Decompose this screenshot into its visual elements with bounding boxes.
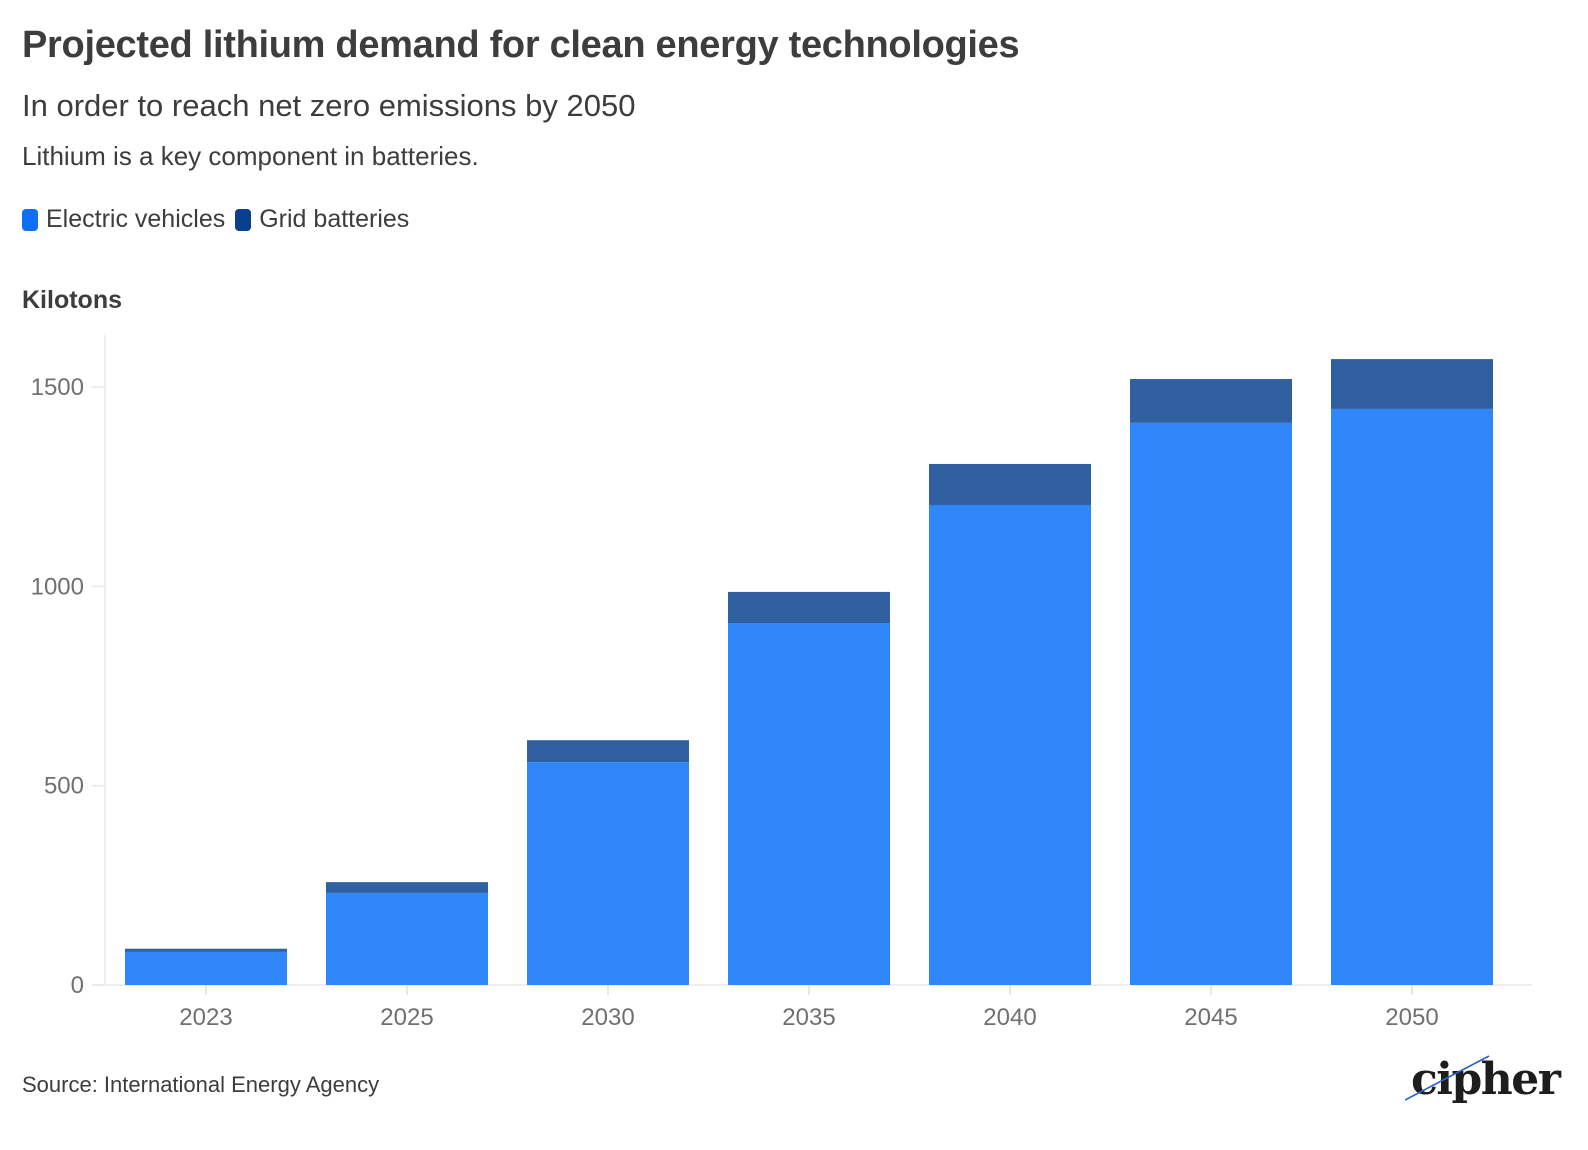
y-tick-label: 500 [44,773,84,800]
bar-electric-vehicles-2023 [125,951,287,985]
bar-grid-batteries-2025 [326,882,488,893]
chart-subtitle: In order to reach net zero emissions by … [22,88,636,123]
legend-item-electric-vehicles: Electric vehicles [22,205,225,234]
y-tick-label: 1000 [31,573,84,600]
x-tick-label: 2040 [983,1004,1036,1031]
x-tick-label: 2045 [1184,1004,1237,1031]
logo-slash-icon [1405,1055,1490,1101]
cipher-logo: cipher [1405,1052,1561,1116]
legend: Electric vehicles Grid batteries [22,205,419,234]
y-tick-label: 1500 [31,374,84,401]
x-tick-label: 2025 [380,1004,433,1031]
bar-electric-vehicles-2050 [1331,408,1493,986]
legend-label: Grid batteries [259,205,410,233]
legend-swatch-electric-vehicles [22,208,38,231]
bar-grid-batteries-2030 [527,740,689,763]
bar-grid-batteries-2050 [1331,359,1493,409]
x-tick-label: 2035 [782,1004,835,1031]
bar-chart: 2023 2025 2030 2035 2040 2045 2050 0 500 1000 150… [31,335,1532,1031]
bar-electric-vehicles-2035 [728,623,890,985]
legend-item-grid-batteries: Grid batteries [235,205,409,234]
x-tick-label: 2050 [1385,1004,1438,1031]
chart-description: Lithium is a key component in batteries. [22,141,479,171]
legend-label: Electric vehicles [46,205,226,233]
bar-grid-batteries-2023 [125,948,287,952]
bar-grid-batteries-2040 [929,463,1091,506]
chart-title: Projected lithium demand for clean energ… [22,24,1020,66]
bar-electric-vehicles-2040 [929,505,1091,985]
x-tick-label: 2030 [581,1004,634,1031]
bar-electric-vehicles-2030 [527,762,689,985]
bar-electric-vehicles-2025 [326,892,488,985]
bars [125,359,1493,986]
bar-grid-batteries-2045 [1130,379,1292,423]
legend-swatch-grid-batteries [235,208,252,231]
x-tick-label: 2023 [179,1004,232,1031]
logo-text: cipher [1411,1054,1561,1105]
bar-grid-batteries-2035 [728,591,890,624]
bar-electric-vehicles-2045 [1130,422,1292,985]
y-axis-unit-label: Kilotons [22,286,122,314]
y-axis-ticks: 0 500 1000 1500 [31,374,105,999]
x-axis-ticks: 2023 2025 2030 2035 2040 2045 2050 [179,985,1439,1031]
y-tick-label: 0 [71,972,84,999]
source-note: Source: International Energy Agency [22,1072,380,1097]
